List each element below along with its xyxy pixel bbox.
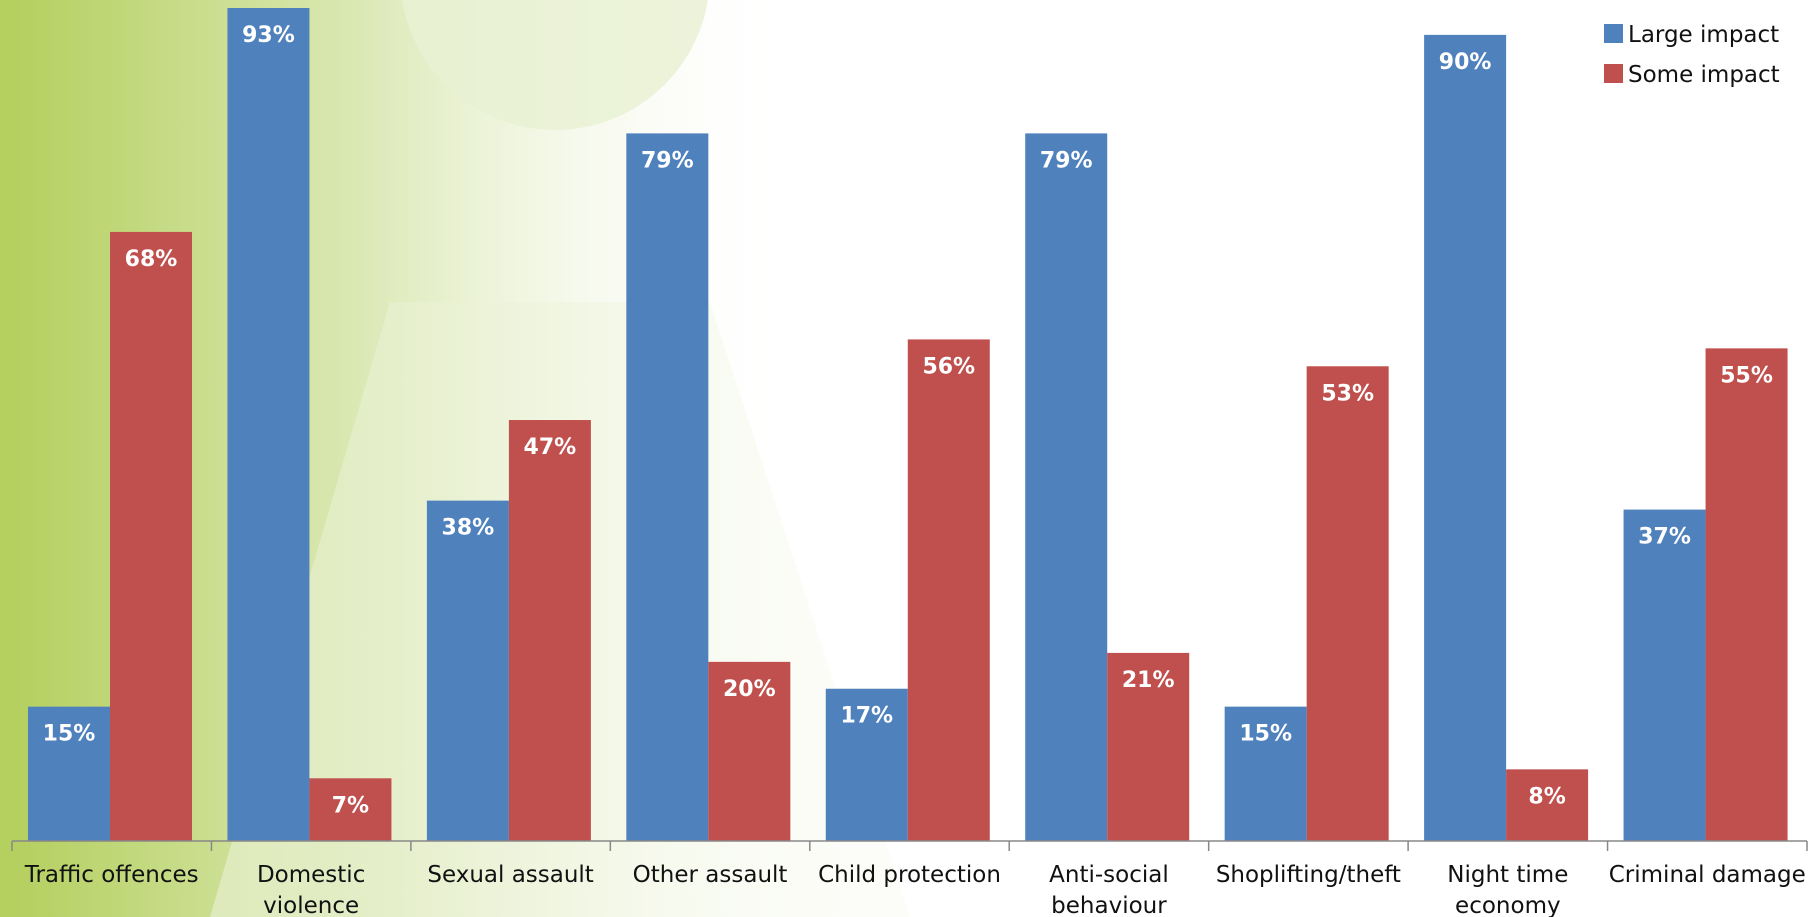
bar-some-impact xyxy=(907,339,990,841)
category-label: Traffic offences xyxy=(24,862,199,888)
bar-large-impact xyxy=(1224,706,1307,841)
bar-value-label: 7% xyxy=(332,793,369,818)
bar-large-impact xyxy=(1623,509,1706,841)
background-circle xyxy=(402,0,708,130)
bar-some-impact xyxy=(1107,652,1190,841)
legend: Large impact Some impact xyxy=(1604,22,1780,88)
category-label: Domestic xyxy=(257,862,365,888)
category-label: violence xyxy=(263,893,359,917)
bar-large-impact xyxy=(1424,34,1507,841)
category-label: Night time xyxy=(1447,862,1568,888)
bar-value-label: 20% xyxy=(723,677,776,702)
bar-value-label: 38% xyxy=(442,516,495,541)
bar-value-label: 15% xyxy=(43,722,96,747)
bar-value-label: 90% xyxy=(1439,50,1492,75)
category-label: Shoplifting/theft xyxy=(1216,862,1401,888)
bar-large-impact xyxy=(1025,133,1108,842)
category-label: Anti-social xyxy=(1049,862,1169,888)
bar-value-label: 21% xyxy=(1122,668,1175,693)
legend-label: Large impact xyxy=(1628,22,1779,48)
bar-some-impact xyxy=(708,661,791,841)
bar-labels-layer: 15% 68% 93% 7% 38% 47% 79% 20% 17% 56% 79% 21% 15% 53… xyxy=(43,23,1773,818)
bar-value-label: 17% xyxy=(840,704,893,729)
category-label: Criminal damage xyxy=(1609,862,1806,888)
bar-some-impact xyxy=(1506,769,1589,841)
bars-layer xyxy=(28,8,1788,842)
bar-value-label: 79% xyxy=(641,148,694,173)
category-label: economy xyxy=(1455,893,1561,917)
category-label: behaviour xyxy=(1051,893,1167,917)
bar-value-label: 55% xyxy=(1720,363,1773,388)
bar-value-label: 37% xyxy=(1638,525,1691,550)
bar-value-label: 53% xyxy=(1321,381,1374,406)
bar-value-label: 8% xyxy=(1528,784,1565,809)
bar-value-label: 68% xyxy=(125,247,178,272)
bar-value-label: 47% xyxy=(524,435,577,460)
bar-value-label: 15% xyxy=(1239,722,1292,747)
bar-some-impact xyxy=(508,420,591,841)
bar-some-impact xyxy=(1306,366,1389,841)
category-label: Sexual assault xyxy=(427,862,593,888)
bar-some-impact xyxy=(1705,348,1788,841)
legend-swatch xyxy=(1604,24,1623,43)
bar-large-impact xyxy=(227,8,310,841)
bar-value-label: 93% xyxy=(242,23,295,48)
bar-some-impact xyxy=(309,778,392,841)
bar-large-impact xyxy=(426,500,509,841)
bar-large-impact xyxy=(825,688,908,841)
category-label: Other assault xyxy=(633,862,788,888)
bar-large-impact xyxy=(28,706,110,841)
x-axis-ticks xyxy=(11,841,1808,851)
bar-some-impact xyxy=(110,231,192,841)
legend-label: Some impact xyxy=(1628,62,1780,88)
bar-value-label: 56% xyxy=(922,354,975,379)
category-labels-layer: Traffic offences Domestic violence Sexual a… xyxy=(24,862,1806,917)
category-label: Child protection xyxy=(818,862,1001,888)
bar-value-label: 79% xyxy=(1040,148,1093,173)
legend-swatch xyxy=(1604,64,1623,83)
bar-large-impact xyxy=(626,133,709,842)
